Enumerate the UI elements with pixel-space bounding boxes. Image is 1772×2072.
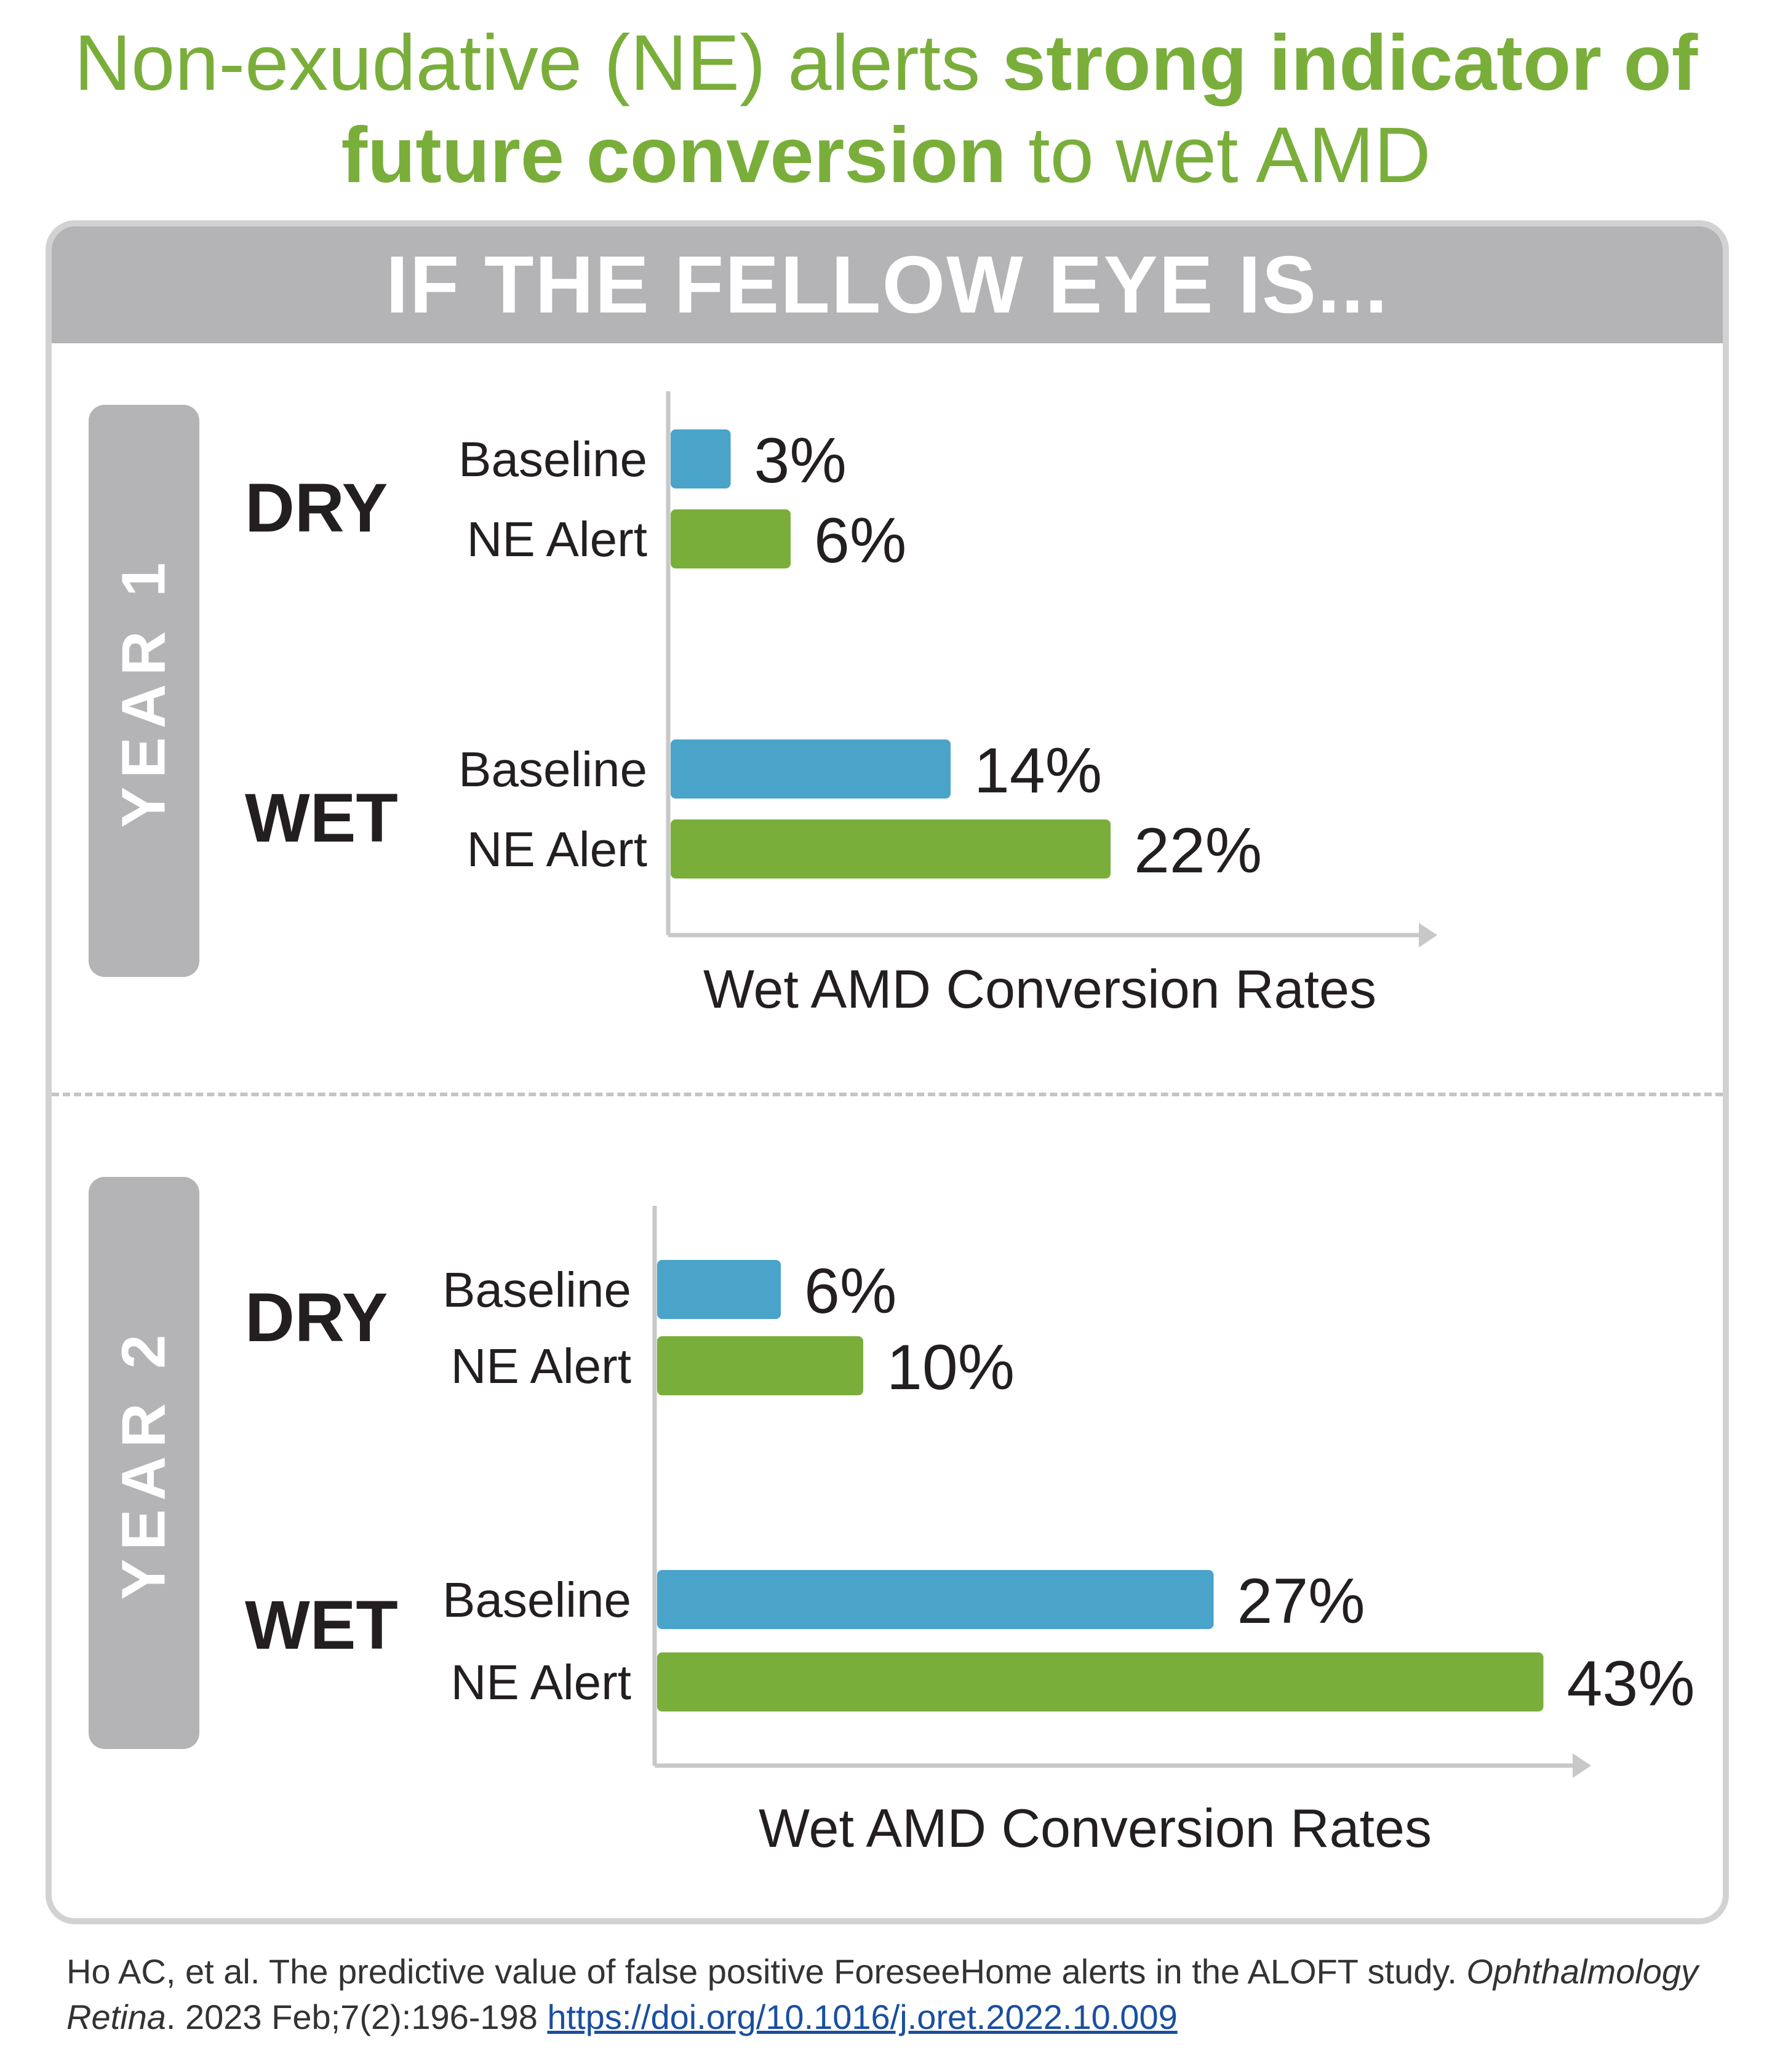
year-2-dry-baseline-bar: [657, 1260, 781, 1319]
year-divider: [52, 1093, 1723, 1096]
citation-text: Ho AC, et al. The predictive value of fa…: [66, 1952, 1467, 1991]
year-1-wet-ne-alert-bar: [671, 819, 1111, 879]
year-2-dry-ne-alert-category-label: NE Alert: [451, 1339, 631, 1393]
year-1-dry-baseline-category-label: Baseline: [458, 432, 647, 487]
year-1-dry-ne-alert-bar: [671, 509, 791, 568]
year-1-wet-group-label: WET: [245, 779, 398, 856]
citation-details: . 2023 Feb;7(2):196-198: [166, 1998, 548, 2036]
fellow-eye-card: IF THE FELLOW EYE IS... YEAR 1 YEAR 2: [46, 220, 1729, 1924]
year-2-dry-ne-alert-bar: [657, 1336, 863, 1395]
year-1-wet-ne-alert-category-label: NE Alert: [467, 822, 647, 877]
year-2-wet-group-label: WET: [245, 1587, 398, 1664]
year-2-wet-baseline-value-label: 27%: [1237, 1566, 1365, 1637]
year-2-dry-baseline-value-label: 6%: [804, 1256, 896, 1327]
year-2-dry-baseline-category-label: Baseline: [442, 1262, 631, 1317]
year-2-wet-baseline-category-label: Baseline: [442, 1572, 631, 1627]
year-2-x-axis-arrow: [1573, 1753, 1591, 1778]
title-bold-1: strong indicator of: [1002, 19, 1698, 107]
citation-journal: Ophthalmology Retina: [66, 1952, 1698, 2036]
citation-doi-link[interactable]: https://doi.org/10.1016/j.oret.2022.10.0…: [547, 1998, 1178, 2036]
year-2-wet-baseline-bar: [657, 1570, 1214, 1629]
year-1-dry-baseline-bar: [671, 429, 731, 488]
year-2-tab: YEAR 2: [89, 1177, 199, 1749]
year-1-dry-ne-alert-value-label: 6%: [814, 505, 906, 576]
card-header: IF THE FELLOW EYE IS...: [52, 226, 1723, 343]
citation: Ho AC, et al. The predictive value of fa…: [66, 1949, 1715, 2040]
year-2-x-axis-title: Wet AMD Conversion Rates: [759, 1798, 1432, 1859]
year-2-dry-group-label: DRY: [245, 1279, 388, 1356]
year-1-dry-ne-alert-category-label: NE Alert: [467, 512, 647, 567]
year-2-wet-ne-alert-bar: [657, 1652, 1544, 1711]
year-1-tab: YEAR 1: [89, 405, 199, 977]
year-2-dry-ne-alert-value-label: 10%: [887, 1332, 1015, 1403]
title-part-2: to wet AMD: [1006, 111, 1431, 199]
year-1-dry-baseline-value-label: 3%: [754, 425, 847, 496]
year-1-dry-group-label: DRY: [245, 469, 388, 546]
year-1-wet-ne-alert-value-label: 22%: [1134, 815, 1262, 887]
year-2-wet-ne-alert-category-label: NE Alert: [451, 1655, 631, 1710]
year-1-x-axis-title: Wet AMD Conversion Rates: [703, 958, 1376, 1019]
year-1-wet-baseline-category-label: Baseline: [458, 742, 647, 797]
title-part-1: Non-exudative (NE) alerts: [74, 19, 1002, 107]
year-1-wet-baseline-value-label: 14%: [974, 735, 1102, 807]
year-1-wet-baseline-bar: [671, 739, 951, 799]
year-1-x-axis-arrow: [1419, 923, 1437, 947]
page-title: Non-exudative (NE) alerts strong indicat…: [0, 17, 1772, 202]
year-2-wet-ne-alert-value-label: 43%: [1567, 1648, 1695, 1719]
title-bold-2: future conversion: [341, 111, 1007, 199]
